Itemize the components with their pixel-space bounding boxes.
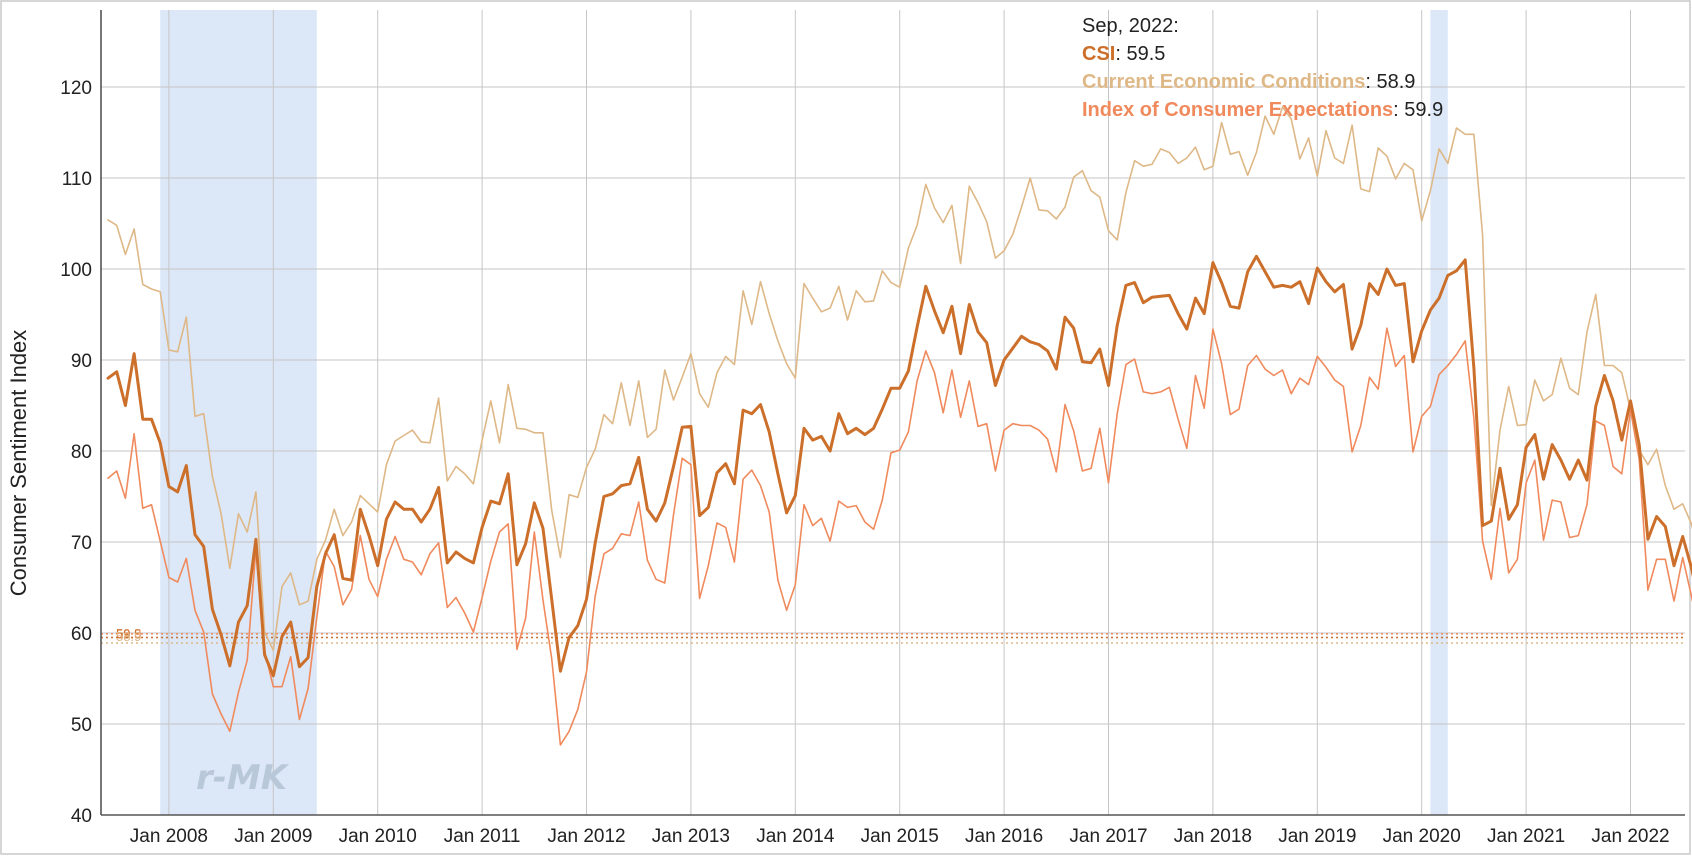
x-tick-label: Jan 2016 [965, 826, 1043, 847]
tooltip-row-expectations: Index of Consumer Expectations: 59.9 [1082, 99, 1443, 121]
x-tick-label: Jan 2012 [547, 826, 625, 847]
axes: 40 50 60 70 80 90 100 110 120 Jan 2008 Jan 2009 Jan… [60, 10, 1685, 847]
tooltip-value-csi: 59.5 [1126, 43, 1165, 65]
x-tick-label: Jan 2013 [652, 826, 730, 847]
x-tick-label: Jan 2021 [1487, 826, 1565, 847]
series-line-current-economic-conditions [107, 106, 1692, 652]
x-tick-label: Jan 2020 [1383, 826, 1461, 847]
recession-bands [160, 10, 1448, 815]
x-tick-label: Jan 2022 [1591, 826, 1669, 847]
x-tick-label: Jan 2008 [130, 826, 208, 847]
tooltip-label-current: Current Economic Conditions [1082, 71, 1365, 93]
x-tick-label: Jan 2019 [1278, 826, 1356, 847]
series-lines [106, 106, 1692, 746]
y-tick-label: 60 [71, 624, 92, 645]
tooltip-row-csi: CSI: 59.5 [1082, 43, 1165, 65]
y-tick-label: 120 [60, 78, 92, 99]
tooltip-row-current: Current Economic Conditions: 58.9 [1082, 71, 1415, 93]
x-tick-label: Jan 2009 [234, 826, 312, 847]
reference-label-1: 59.5 [116, 627, 141, 642]
series-line-index-of-consumer-expectations [107, 327, 1692, 746]
tooltip-value-current: 58.9 [1376, 71, 1415, 93]
y-tick-label: 90 [71, 351, 92, 372]
x-tick-label: Jan 2011 [444, 826, 521, 847]
y-tick-label: 40 [71, 806, 92, 827]
x-tick-label: Jan 2015 [861, 826, 939, 847]
y-tick-label: 110 [62, 169, 92, 190]
tooltip-date: Sep, 2022: [1082, 15, 1179, 37]
x-tick-label: Jan 2017 [1069, 826, 1147, 847]
x-tick-label: Jan 2010 [339, 826, 417, 847]
series-line-csi [106, 254, 1692, 678]
x-tick-label: Jan 2014 [756, 826, 835, 847]
tooltip-label-csi: CSI [1082, 43, 1115, 65]
tooltip-label-expectations: Index of Consumer Expectations [1082, 99, 1393, 121]
y-tick-label: 70 [71, 533, 92, 554]
recession-band-0 [160, 10, 317, 815]
recession-band-1 [1430, 10, 1448, 815]
y-tick-label: 50 [71, 715, 92, 736]
y-axis-title: Consumer Sentiment Index [6, 330, 31, 597]
reference-label-2: 58.9 [116, 629, 141, 644]
tooltip: Sep, 2022: CSI: 59.5 Current Economic Co… [1082, 15, 1443, 121]
watermark-logo: r-MK [196, 758, 290, 798]
x-tick-label: Jan 2018 [1174, 826, 1252, 847]
reference-lines: 59.959.558.9 [101, 626, 1685, 644]
y-tick-label: 100 [60, 260, 92, 281]
tooltip-value-expectations: 59.9 [1404, 99, 1443, 121]
y-tick-label: 80 [71, 442, 92, 463]
